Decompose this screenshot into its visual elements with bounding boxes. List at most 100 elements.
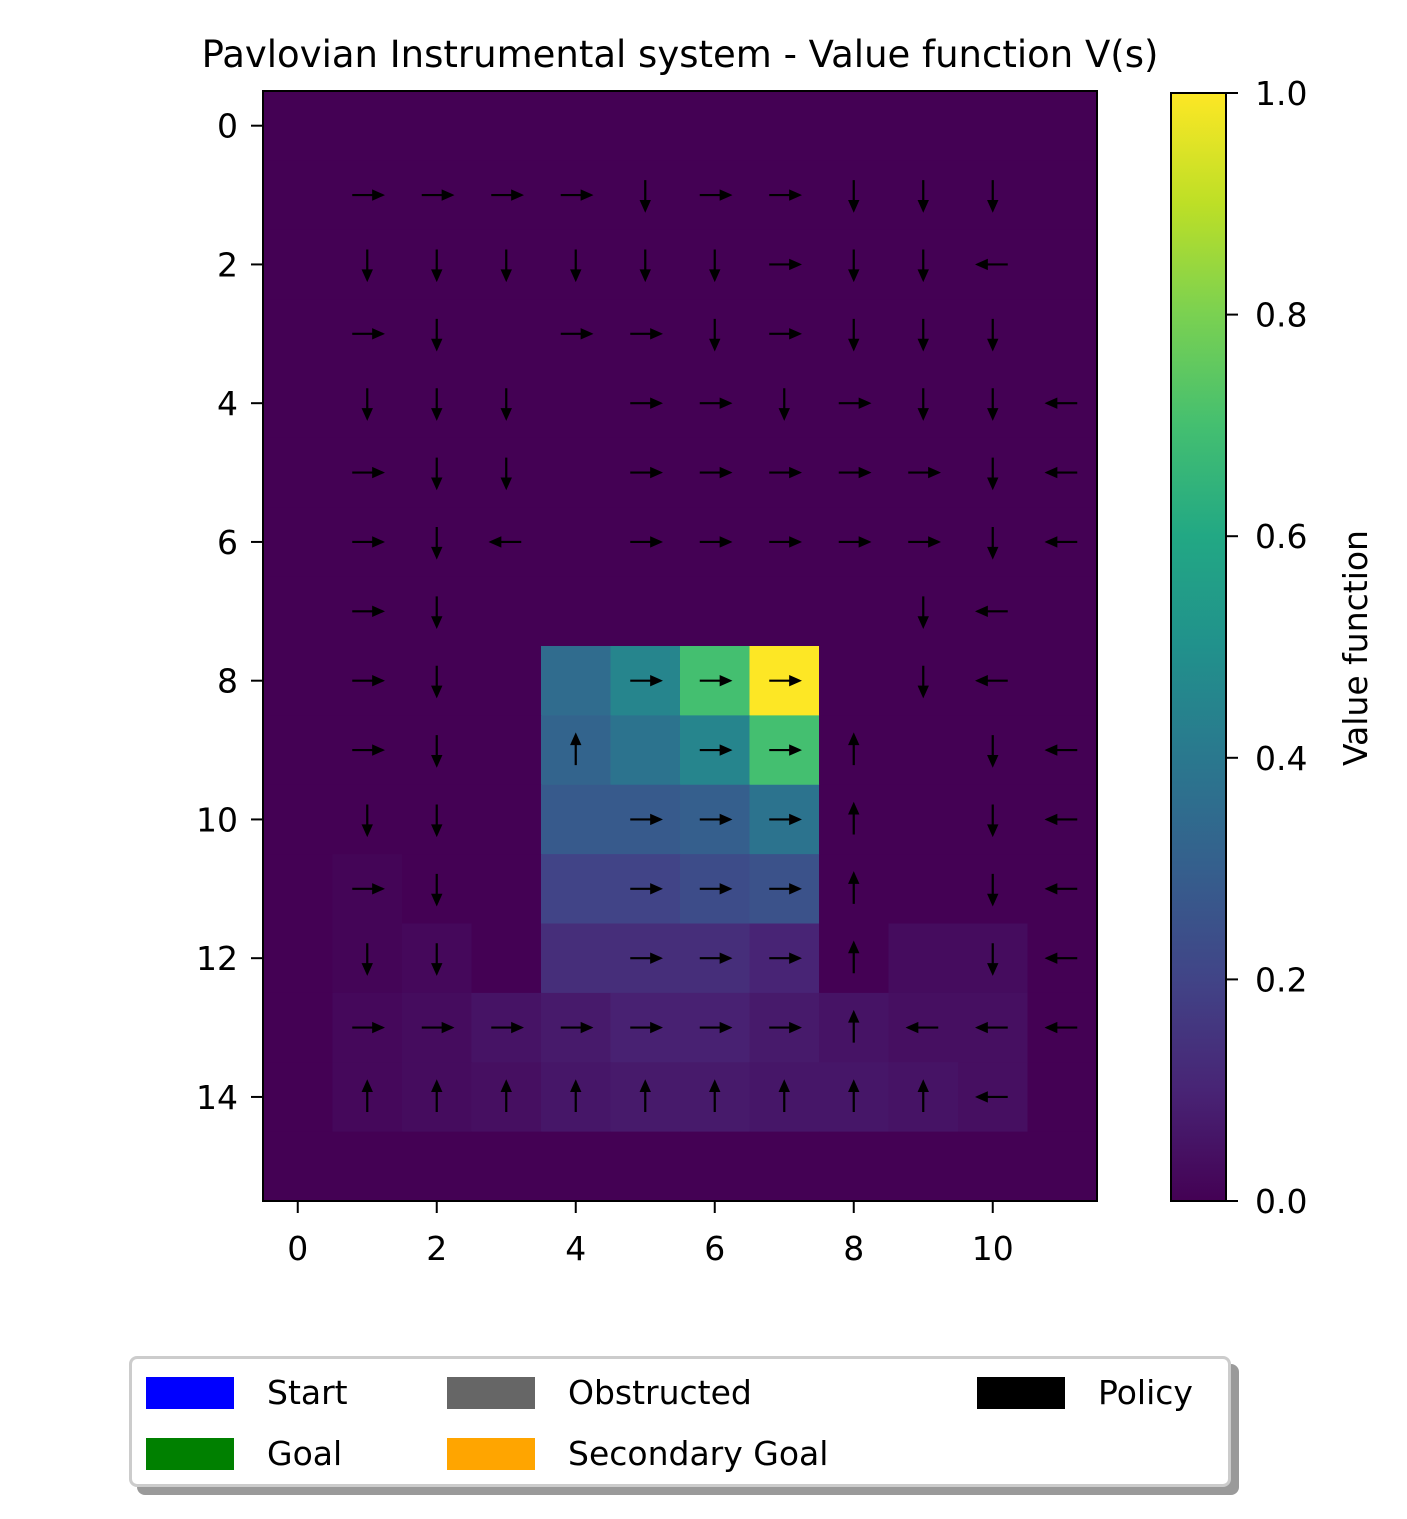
policy-arrow (848, 1009, 860, 1043)
x-tick-label: 6 (704, 1229, 725, 1268)
policy-arrow (769, 536, 802, 548)
heatmap-cell (1027, 160, 1098, 231)
policy-arrow (917, 1079, 929, 1112)
heatmap-cell (471, 91, 542, 161)
policy-arrow (1044, 466, 1078, 479)
legend-label-secondary-goal: Secondary Goal (568, 1434, 829, 1473)
policy-arrow (352, 328, 385, 340)
value-function-chart: Pavlovian Instrumental system - Value fu… (196, 33, 1375, 1268)
heatmap-cell (888, 715, 959, 786)
policy-arrow (630, 536, 663, 548)
heatmap-cell (680, 91, 751, 161)
heatmap-cell (471, 576, 542, 647)
policy-arrow (987, 388, 999, 421)
policy-arrow (838, 536, 872, 548)
heatmap-cell (263, 576, 334, 647)
policy-arrow (500, 457, 512, 491)
heatmap-cell (1027, 91, 1098, 161)
policy-arrows (352, 180, 1078, 1112)
policy-arrow (639, 249, 651, 283)
heatmap-cell (471, 923, 542, 994)
heatmap-cell (888, 854, 959, 925)
y-tick-label: 14 (196, 1078, 238, 1117)
chart-title: Pavlovian Instrumental system - Value fu… (202, 33, 1159, 76)
heatmap-cell (680, 1131, 751, 1202)
policy-arrow (630, 328, 663, 340)
heatmap-cell (541, 507, 612, 578)
heatmap-cell (541, 91, 612, 161)
policy-arrow (917, 596, 929, 630)
heatmap-cell (332, 91, 403, 161)
y-axis-ticks: 0 2 4 6 8 10 12 14 (196, 107, 263, 1117)
policy-arrow (699, 397, 733, 409)
legend-swatch-start (146, 1376, 234, 1409)
policy-arrow (1044, 397, 1078, 409)
policy-arrow (778, 388, 790, 421)
policy-arrow (500, 1079, 512, 1112)
y-tick-label: 12 (196, 939, 238, 978)
policy-arrow (639, 1079, 651, 1112)
heatmap-cell (541, 576, 612, 647)
legend: Start Goal Obstructed Secondary Goal Pol… (129, 1356, 1231, 1487)
policy-arrow (630, 466, 663, 479)
policy-arrow (699, 674, 733, 687)
policy-arrow (1044, 536, 1078, 548)
policy-arrow (699, 466, 733, 479)
heatmap-cell (263, 299, 334, 370)
policy-arrow (987, 735, 999, 768)
y-tick-label: 4 (217, 384, 238, 423)
heatmap-cell (402, 91, 473, 161)
y-tick-label: 8 (217, 662, 238, 701)
policy-arrow (699, 952, 733, 964)
policy-arrow (769, 952, 802, 964)
policy-arrow (769, 1021, 802, 1034)
legend-item-start: Start (146, 1373, 348, 1412)
plot-frame (262, 90, 1098, 1202)
policy-arrow (630, 674, 663, 687)
policy-arrow (699, 744, 733, 756)
policy-arrow (630, 397, 663, 409)
policy-arrow (630, 952, 663, 964)
policy-arrow (848, 180, 860, 213)
y-tick-label: 6 (217, 523, 238, 562)
legend-label-start: Start (267, 1373, 348, 1412)
policy-arrow (769, 674, 802, 687)
heatmap-cell (749, 576, 820, 647)
heatmap-cell (263, 923, 334, 994)
policy-arrow (431, 873, 443, 907)
policy-arrow (848, 940, 860, 974)
heatmap-cell (263, 91, 334, 161)
policy-arrow (848, 1079, 860, 1112)
heatmap-cell (263, 368, 334, 439)
y-tick-label: 0 (217, 107, 238, 146)
colorbar (1170, 92, 1227, 1202)
policy-arrow (917, 180, 929, 213)
heatmap-cell (610, 576, 681, 647)
policy-arrow (431, 318, 443, 352)
policy-arrow (769, 328, 802, 340)
policy-arrow (431, 1079, 443, 1112)
policy-arrow (352, 605, 385, 618)
policy-arrow (848, 732, 860, 766)
x-tick-label: 4 (565, 1229, 586, 1268)
colorbar-tick-label: 0.0 (1255, 1182, 1307, 1221)
heatmap-cell (263, 437, 334, 508)
policy-arrow (431, 526, 443, 560)
policy-arrow (352, 189, 385, 201)
policy-arrow (361, 388, 373, 421)
heatmap-cell (263, 715, 334, 786)
heatmap-cell (1027, 576, 1098, 647)
policy-arrow (431, 249, 443, 283)
policy-arrow (630, 883, 663, 895)
policy-arrow (421, 189, 455, 201)
policy-arrow (1044, 883, 1078, 895)
x-tick-label: 8 (843, 1229, 864, 1268)
policy-arrow (838, 397, 872, 409)
policy-arrow (975, 605, 1008, 618)
policy-arrow (769, 813, 802, 826)
policy-arrow (987, 318, 999, 352)
policy-arrow (699, 189, 733, 201)
policy-arrow (1044, 744, 1078, 756)
policy-arrow (699, 1021, 733, 1034)
legend-item-obstructed: Obstructed (447, 1373, 752, 1412)
